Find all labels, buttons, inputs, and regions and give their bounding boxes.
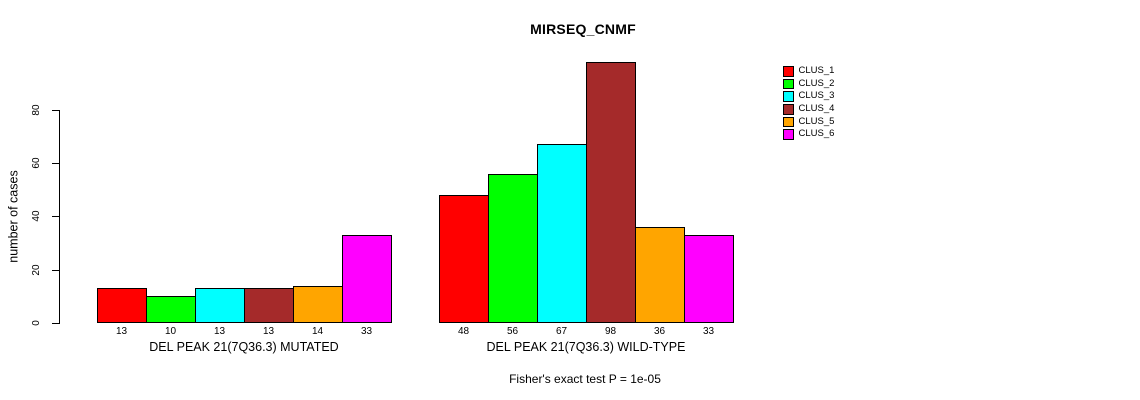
bar-clus_6 [342,234,392,323]
bar-clus_1 [97,288,147,323]
legend-label: CLUS_5 [798,115,835,127]
bar-clus_4 [586,61,636,323]
legend-swatch-clus_2 [783,78,794,90]
y-tick-label: 0 [31,320,42,326]
y-tick [52,323,59,324]
legend-label: CLUS_1 [798,65,835,76]
legend-label: CLUS_6 [798,128,835,140]
bar-clus_3 [537,144,587,323]
legend-label: CLUS_3 [798,90,835,102]
legend-swatch-clus_3 [783,91,794,102]
legend-item: CLUS_6 [783,129,834,140]
bar-value-label: 67 [555,326,568,337]
bar-value-label: 98 [604,326,617,337]
legend: CLUS_1 CLUS_2 CLUS_3 CLUS_4 CLUS_5 CLUS_6 [783,65,835,140]
legend-swatch-clus_5 [783,116,794,128]
fisher-test-caption: Fisher's exact test P = 1e-05 [509,372,661,386]
y-axis [59,109,60,324]
bar-clus_1 [439,194,489,323]
bar-clus_3 [195,288,245,323]
y-tick [52,269,59,271]
y-tick [52,162,59,164]
y-tick-label: 60 [31,157,42,169]
bar-value-label: 13 [115,326,128,337]
bar-clus_2 [146,296,196,323]
bar-value-label: 56 [506,326,519,337]
chart-title: MIRSEQ_CNMF [530,21,636,37]
bar-clus_5 [293,285,343,323]
bar-value-label: 10 [164,326,177,337]
legend-swatch-clus_1 [783,66,794,77]
y-tick-label: 40 [31,210,42,222]
y-tick-label: 20 [31,264,42,276]
bar-value-label: 33 [360,326,373,337]
legend-item: CLUS_3 [783,91,834,102]
legend-swatch-clus_6 [783,129,794,140]
bar-clus_2 [488,173,538,323]
bar-value-label: 36 [653,326,666,337]
legend-item: CLUS_5 [783,115,835,128]
y-tick [52,109,59,111]
bar-clus_6 [684,234,734,323]
legend-label: CLUS_4 [798,103,835,115]
y-tick-label: 80 [31,104,42,116]
bar-value-label: 13 [262,326,275,337]
group-label-wild-type: DEL PEAK 21(7Q36.3) WILD-TYPE [486,340,686,354]
legend-item: CLUS_4 [783,104,834,115]
bar-value-label: 13 [213,326,226,337]
legend-label: CLUS_2 [798,77,835,89]
bar-clus_4 [244,288,294,323]
bar-value-label: 48 [457,326,470,337]
bar-value-label: 33 [702,326,715,337]
y-axis-label: number of cases [6,170,21,263]
legend-item: CLUS_1 [783,65,835,77]
legend-swatch-clus_4 [783,104,794,115]
bar-clus_5 [635,226,685,323]
legend-item: CLUS_2 [783,77,835,90]
group-label-mutated: DEL PEAK 21(7Q36.3) MUTATED [149,340,339,354]
y-tick [52,216,59,218]
bar-value-label: 14 [311,326,324,337]
